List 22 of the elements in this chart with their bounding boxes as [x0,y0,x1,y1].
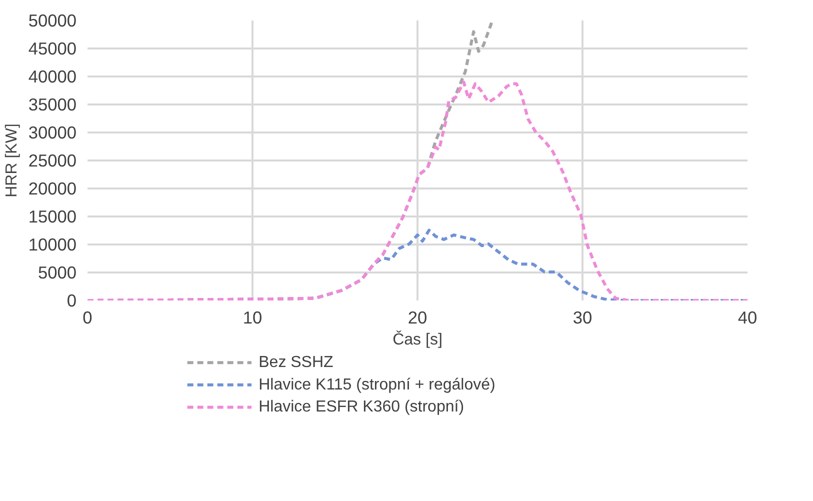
y-tick-label: 10000 [28,234,76,254]
y-tick-label: 30000 [28,122,76,142]
legend-label: Bez SSHZ [258,354,334,372]
y-tick-label: 25000 [28,150,76,170]
y-tick-label: 5000 [38,262,77,282]
y-tick-label: 15000 [28,206,76,226]
x-tick-label: 10 [242,308,262,328]
x-axis-title: Čas [s] [392,330,442,348]
x-tick-label: 0 [82,308,92,328]
y-tick-label: 35000 [28,94,76,114]
x-tick-label: 20 [408,308,428,328]
line-series [88,80,748,300]
y-axis-title: HRR [KW] [3,124,20,198]
y-tick-label: 20000 [28,178,76,198]
legend-label: Hlavice ESFR K360 (stropní) [258,398,464,416]
legend-label: Hlavice K115 (stropní + regálové) [258,376,496,394]
y-tick-label: 40000 [28,66,76,86]
x-tick-label: 40 [738,308,758,328]
y-tick-label: 50000 [28,10,76,30]
x-tick-label: 30 [572,308,592,328]
y-tick-label: 0 [66,290,77,310]
y-tick-label: 45000 [28,38,76,58]
